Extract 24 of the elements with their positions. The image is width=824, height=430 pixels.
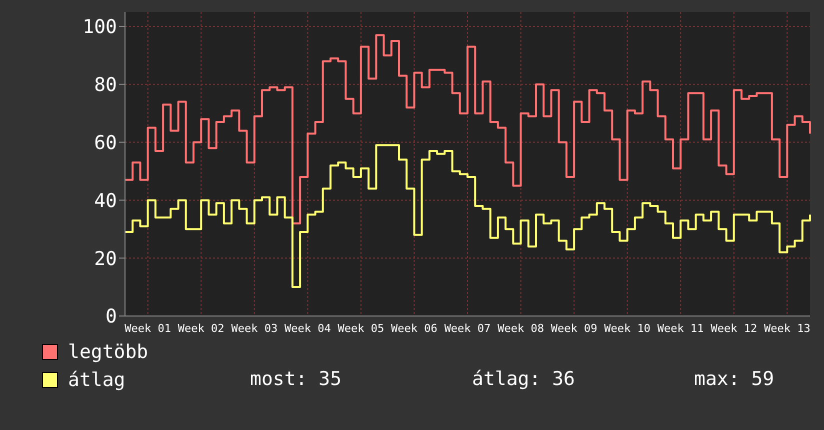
text: most: 35 [250,368,342,390]
text: átlag: 36 [472,368,575,390]
y-tick-label: 100 [82,16,117,38]
x-tick-label: Week 07 [444,322,491,335]
x-tick-label: Week 09 [550,322,598,335]
legend-label: legtöbb [68,341,148,363]
legend-label: átlag [68,369,126,391]
x-tick-label: Week 05 [338,322,384,335]
x-tick-label: Week 06 [391,322,438,335]
x-tick-label: Week 01 [124,322,172,335]
y-tick-label: 20 [94,248,117,270]
x-tick-label: Week 02 [178,322,224,335]
x-tick-label: Week 03 [231,322,278,335]
y-tick-label: 40 [94,190,117,212]
x-tick-label: Week 10 [604,322,651,335]
y-tick-label: 80 [94,74,117,96]
x-tick-label: Week 08 [498,322,544,335]
y-tick-label: 60 [94,132,117,154]
y-tick-label: 0 [106,306,117,328]
x-tick-label: Week 13 [764,322,810,335]
text: max: 59 [694,368,774,390]
x-tick-label: Week 11 [657,322,704,335]
x-tick-label: Week 12 [710,322,758,335]
x-tick-label: Week 04 [284,322,332,335]
